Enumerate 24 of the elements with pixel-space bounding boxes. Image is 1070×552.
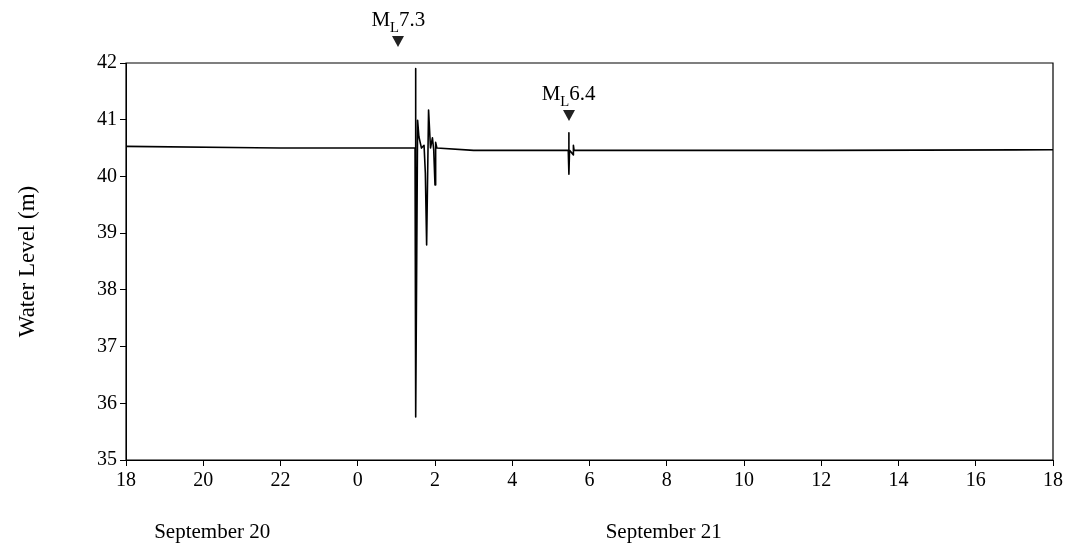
y-tick-label: 35 (97, 447, 117, 470)
x-tick-label: 8 (661, 468, 672, 491)
y-tick-label: 41 (97, 106, 117, 129)
y-tick-label: 39 (97, 220, 117, 243)
y-tick-label: 36 (97, 390, 117, 413)
x-tick-label: 20 (193, 468, 214, 491)
x-tick-label: 2 (430, 468, 440, 491)
x-tick-label: 18 (1043, 468, 1063, 491)
text: September 20 (154, 519, 271, 543)
x-tick-label: 16 (965, 468, 986, 491)
y-tick-label: 37 (97, 333, 117, 356)
y-axis-title: Water Level (m) (13, 185, 39, 338)
x-tick-label: 12 (811, 468, 832, 491)
x-tick-label: 10 (734, 468, 754, 491)
y-tick-label: 38 (97, 277, 117, 300)
y-tick-label: 40 (97, 163, 117, 186)
text: September 21 (605, 519, 722, 543)
x-tick-label: 22 (270, 468, 291, 491)
x-tick-label: 0 (352, 468, 363, 491)
x-tick-label: 6 (584, 468, 595, 491)
x-tick-label: 14 (888, 468, 909, 491)
x-tick-label: 18 (116, 468, 136, 491)
y-tick-label: 42 (97, 50, 117, 73)
x-tick-label: 4 (507, 468, 518, 491)
